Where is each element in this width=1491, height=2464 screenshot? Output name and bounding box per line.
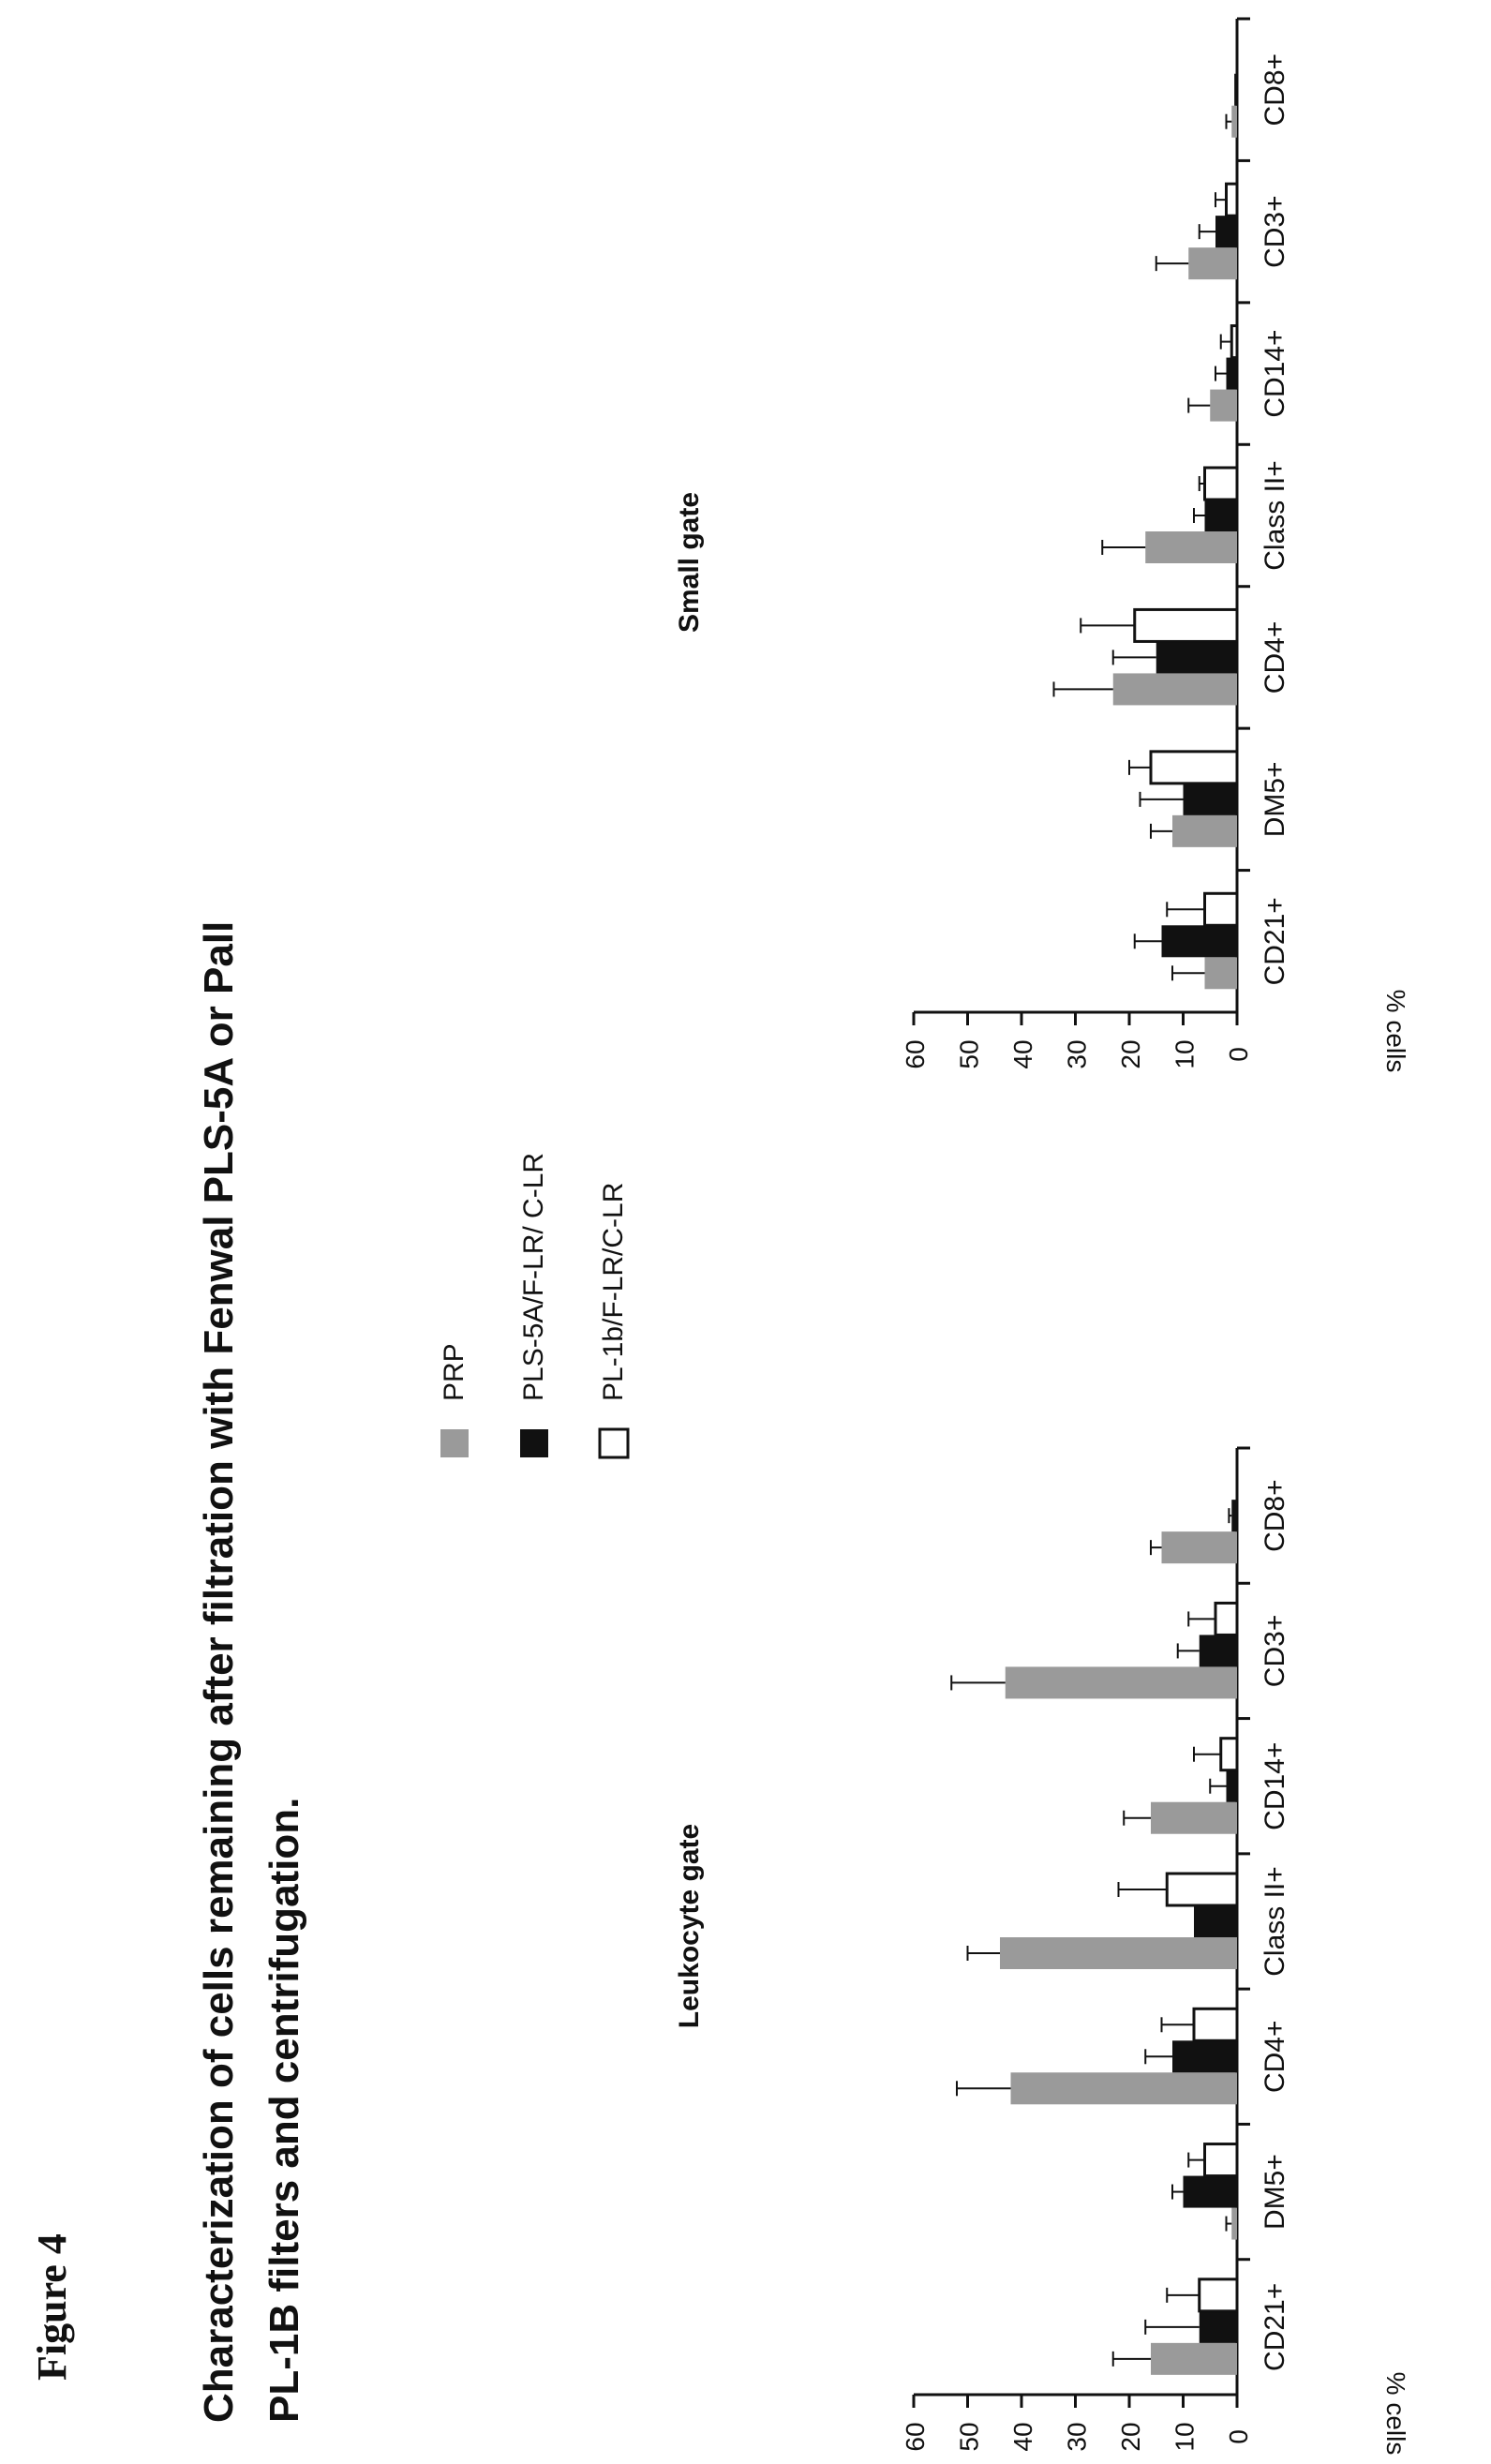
bar xyxy=(1192,2007,1239,2042)
x-tick-label: DM5+ xyxy=(1260,2154,1290,2230)
bar xyxy=(1000,1937,1237,1969)
bar xyxy=(1198,2277,1239,2313)
bar xyxy=(1188,247,1237,280)
figure-label: Figure 4 xyxy=(29,2233,75,2381)
y-tick-label: 30 xyxy=(1063,2422,1092,2451)
chart-legend: PRP PLS-5A/F-LR/ C-LR PL-1b/F-LR/C-LR xyxy=(439,1153,630,1459)
y-tick-label: 40 xyxy=(1008,1039,1037,1068)
chart-leukocyte-gate: Leukocyte gate 0 10 20 30 40 50 60 % cells CD21+ D… xyxy=(674,1446,1410,2456)
bar xyxy=(1214,1601,1239,1636)
x-tick-label: CD21+ xyxy=(1260,2283,1290,2371)
y-tick-label: 10 xyxy=(1170,1039,1200,1068)
bar xyxy=(1231,105,1237,138)
x-tick-label: CD14+ xyxy=(1260,1742,1290,1830)
y-tick-label: 60 xyxy=(901,1039,930,1068)
bar xyxy=(1219,1737,1239,1772)
legend-label: PLS-5A/F-LR/ C-LR xyxy=(518,1153,549,1401)
x-tick-label: CD3+ xyxy=(1260,1615,1290,1688)
bar xyxy=(1230,324,1239,360)
x-tick-label: CD14+ xyxy=(1260,329,1290,417)
y-tick-label: 50 xyxy=(955,2422,984,2451)
bar xyxy=(1199,1635,1237,1667)
bar xyxy=(1231,1500,1237,1532)
y-tick-label: 0 xyxy=(1224,1047,1253,1062)
y-axis-label: % cells xyxy=(1381,2372,1410,2456)
bar xyxy=(1172,814,1237,847)
bar xyxy=(1156,641,1237,674)
bar xyxy=(1203,466,1239,501)
x-tick-label: DM5+ xyxy=(1260,761,1290,837)
bar xyxy=(1203,891,1239,927)
x-tick-label: CD3+ xyxy=(1260,195,1290,268)
legend-label: PRP xyxy=(439,1343,470,1401)
figure-title-line2: PL-1B filters and centrifugation. xyxy=(261,1798,307,2423)
y-axis-label: % cells xyxy=(1381,990,1410,1073)
x-tick-label: CD8+ xyxy=(1260,53,1290,127)
bar xyxy=(1005,1666,1237,1699)
chart-title: Leukocyte gate xyxy=(674,1824,705,2028)
x-tick-label: CD4+ xyxy=(1260,621,1290,694)
bar xyxy=(1145,531,1237,563)
legend-label: PL-1b/F-LR/C-LR xyxy=(598,1183,629,1401)
bar xyxy=(1204,957,1237,990)
bar xyxy=(1215,216,1237,248)
bar xyxy=(1204,500,1237,531)
bar xyxy=(1133,607,1239,643)
bar xyxy=(1161,925,1237,958)
bar xyxy=(1165,1872,1239,1907)
figure-title-line1: Characterization of cells remaining afte… xyxy=(196,921,242,2423)
bar xyxy=(1226,357,1237,390)
x-tick-label: CD21+ xyxy=(1260,897,1290,985)
y-tick-label: 40 xyxy=(1008,2422,1037,2451)
legend-swatch xyxy=(440,1429,469,1457)
bar xyxy=(1210,389,1237,422)
bar xyxy=(1225,182,1239,217)
bar xyxy=(1010,2072,1237,2105)
y-tick-label: 30 xyxy=(1063,1039,1092,1068)
x-tick-label: Class II+ xyxy=(1260,1866,1290,1977)
y-tick-label: 10 xyxy=(1170,2422,1200,2451)
y-tick-label: 0 xyxy=(1224,2429,1253,2444)
bar xyxy=(1112,673,1237,706)
y-tick-label: 20 xyxy=(1116,2422,1145,2451)
bar xyxy=(1183,2175,1237,2208)
y-tick-label: 20 xyxy=(1116,1039,1145,1068)
bar xyxy=(1183,783,1237,815)
bar xyxy=(1231,2207,1237,2240)
y-tick-label: 50 xyxy=(955,1039,984,1068)
bar xyxy=(1151,1801,1237,1834)
bar xyxy=(1234,73,1237,106)
bar xyxy=(1194,1905,1237,1937)
bar xyxy=(1226,1770,1237,1802)
legend-swatch xyxy=(520,1429,548,1457)
x-tick-label: Class II+ xyxy=(1260,460,1290,571)
chart-title: Small gate xyxy=(674,492,705,633)
bar xyxy=(1199,2310,1237,2343)
bar xyxy=(1151,2342,1237,2375)
x-tick-label: CD4+ xyxy=(1260,2021,1290,2094)
bar xyxy=(1149,750,1239,785)
chart-small-gate: Small gate 0 10 20 30 40 50 60 % cells CD21+ DM5+ C… xyxy=(674,17,1410,1073)
x-tick-label: CD8+ xyxy=(1260,1479,1290,1552)
y-tick-label: 60 xyxy=(901,2422,930,2451)
bar xyxy=(1172,2040,1237,2073)
bar xyxy=(1161,1531,1237,1564)
bar xyxy=(1203,2143,1239,2178)
legend-swatch xyxy=(598,1427,630,1459)
